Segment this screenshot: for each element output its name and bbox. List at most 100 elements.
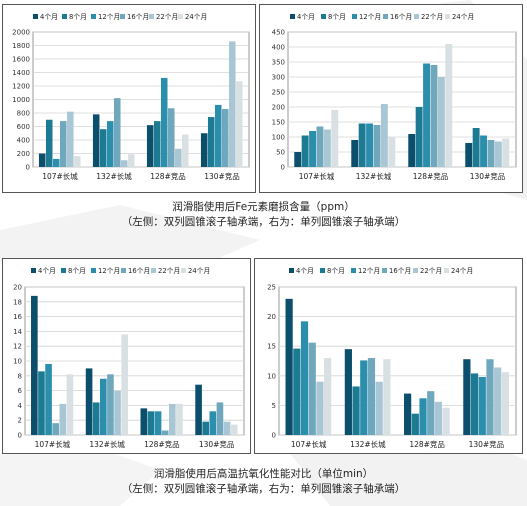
y-tick-label: 0 [272, 432, 276, 440]
bar [494, 141, 502, 167]
x-tick-label: 128#竞品 [409, 439, 445, 449]
legend-swatch [321, 14, 326, 19]
legend-label: 24个月 [451, 267, 473, 275]
x-tick-label: 107#长城 [299, 171, 335, 181]
x-tick-label: 107#长城 [35, 439, 71, 449]
bar [59, 403, 67, 435]
legend-label: 12个月 [358, 267, 380, 275]
bar [293, 348, 301, 435]
legend-swatch [33, 14, 38, 19]
bar [373, 125, 381, 167]
bar [154, 411, 162, 435]
legend-swatch [320, 268, 325, 273]
bar [442, 407, 450, 435]
bar [316, 381, 324, 435]
bar [107, 374, 114, 435]
y-tick-label: 2 [18, 417, 22, 425]
legend-swatch [151, 268, 156, 273]
bar [388, 137, 396, 167]
bar [486, 359, 494, 435]
legend-swatch [383, 14, 388, 19]
legend-label: 24个月 [185, 13, 207, 21]
legend-label: 22个月 [421, 13, 443, 21]
bar [92, 402, 100, 435]
bar [437, 77, 445, 167]
bar [358, 123, 366, 167]
bar [472, 128, 480, 167]
y-tick-label: 25 [267, 284, 276, 292]
bar [434, 401, 443, 435]
legend-label: 4个月 [296, 267, 314, 275]
bar [209, 411, 217, 435]
y-tick-label: 400 [272, 44, 285, 52]
chart-panel-oxidation-double-row: 0 2 4 6 8 10 12 14 16 18 20 4个月 8个月 12个月 16个月 22个月 24个月 1… [2, 258, 251, 454]
bar [501, 372, 509, 435]
y-tick-label: 100 [272, 134, 285, 142]
bar [316, 126, 324, 167]
bar [175, 148, 182, 167]
bar [161, 430, 169, 435]
bar [31, 295, 38, 435]
legend-swatch [290, 14, 295, 19]
y-tick-label: 16 [13, 313, 22, 321]
bar [114, 98, 121, 167]
bar [351, 140, 359, 167]
bar [236, 81, 243, 167]
bar [92, 114, 100, 167]
legend-swatch [91, 14, 96, 19]
bar [344, 349, 352, 435]
bar [380, 104, 388, 167]
y-tick-label: 200 [17, 150, 30, 158]
legend-swatch [445, 14, 450, 19]
y-tick-label: 600 [17, 123, 30, 131]
legend-swatch [61, 268, 66, 273]
bar [480, 135, 487, 167]
x-tick-label: 132#长城 [89, 439, 125, 449]
legend-swatch [382, 268, 387, 273]
bar [478, 376, 486, 435]
legend-label: 22个月 [420, 267, 442, 275]
x-tick-label: 130#竞品 [199, 439, 235, 449]
legend-swatch [178, 14, 183, 19]
bar [74, 156, 81, 167]
bar [487, 140, 495, 167]
x-tick-label: 128#竞品 [413, 171, 449, 181]
y-tick-label: 150 [272, 119, 285, 127]
bar [465, 143, 473, 167]
bar [366, 123, 373, 167]
x-tick-label: 130#竞品 [469, 439, 505, 449]
y-tick-label: 800 [17, 110, 30, 118]
x-tick-label: 130#竞品 [470, 171, 506, 181]
caption-fe-wear: 润滑脂使用后Fe元素磨损含量（ppm） （左侧：双列圆锥滚子轴承端，右为：单列圆… [0, 200, 527, 230]
x-tick-label: 128#竞品 [144, 439, 180, 449]
bar [52, 158, 60, 167]
chart-panel-fe-double-row: 0 200 400 600 800 1000 1200 1400 1600 1800 2000 4个月… [2, 4, 256, 193]
bar [147, 411, 155, 435]
y-tick-label: 8 [18, 372, 22, 380]
bar [121, 334, 128, 435]
bar [294, 152, 302, 167]
bar [222, 108, 229, 167]
chart-oxidation-single-row: 0 5 10 15 20 25 4个月 8个月 12个月 16个月 22个月 24个月 107#长城 13… [267, 267, 517, 449]
bar [411, 413, 419, 435]
bar [323, 129, 331, 167]
y-tick-label: 20 [13, 284, 22, 292]
bar [121, 160, 128, 167]
bar [160, 77, 168, 167]
bar [99, 129, 107, 167]
bar [419, 398, 427, 435]
legend-swatch [181, 268, 186, 273]
y-tick-label: 15 [267, 343, 276, 351]
bar [360, 360, 368, 435]
bar [300, 321, 309, 435]
y-tick-label: 6 [18, 387, 23, 395]
bar [38, 371, 45, 435]
bar [352, 386, 360, 435]
caption-fe-wear-note: （左侧：双列圆锥滚子轴承端，右为：单列圆锥滚子轴承端） [121, 216, 406, 228]
bar [45, 119, 53, 167]
legend-label: 24个月 [452, 13, 474, 21]
bar [214, 104, 222, 167]
bar [324, 358, 332, 435]
y-tick-label: 1400 [12, 69, 30, 77]
bar [301, 135, 309, 167]
